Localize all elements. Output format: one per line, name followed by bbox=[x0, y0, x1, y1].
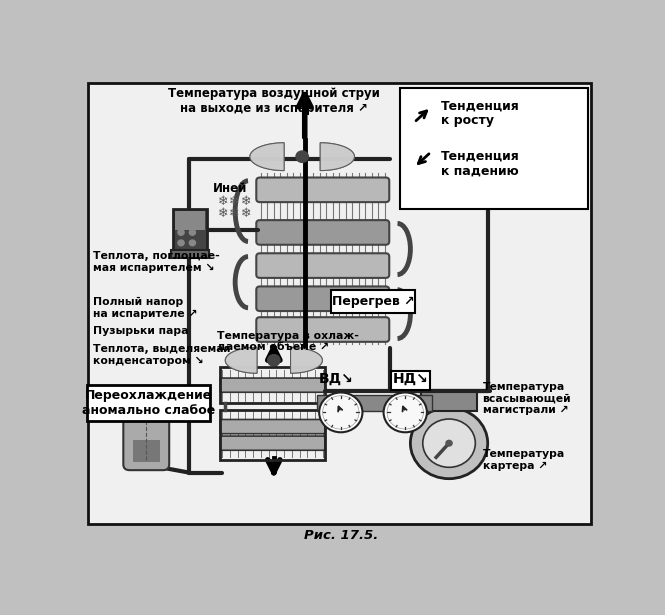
Polygon shape bbox=[291, 347, 323, 373]
Circle shape bbox=[190, 240, 196, 246]
Polygon shape bbox=[321, 143, 354, 170]
FancyBboxPatch shape bbox=[220, 378, 325, 392]
FancyBboxPatch shape bbox=[220, 419, 325, 434]
Polygon shape bbox=[250, 143, 284, 170]
Text: Иней: Иней bbox=[213, 181, 247, 194]
Text: ВД↘: ВД↘ bbox=[319, 371, 353, 385]
FancyBboxPatch shape bbox=[256, 287, 389, 311]
Text: Полный напор
на испарителе ↗: Полный напор на испарителе ↗ bbox=[93, 297, 198, 319]
Circle shape bbox=[446, 440, 452, 446]
Circle shape bbox=[178, 219, 184, 225]
FancyBboxPatch shape bbox=[256, 253, 389, 278]
FancyBboxPatch shape bbox=[88, 83, 591, 524]
Circle shape bbox=[190, 229, 196, 236]
Circle shape bbox=[384, 392, 427, 432]
FancyBboxPatch shape bbox=[331, 290, 415, 314]
Text: Тенденция
к росту: Тенденция к росту bbox=[442, 99, 520, 127]
FancyBboxPatch shape bbox=[174, 208, 207, 252]
Polygon shape bbox=[225, 347, 257, 373]
FancyBboxPatch shape bbox=[87, 386, 210, 421]
FancyBboxPatch shape bbox=[256, 178, 389, 202]
FancyBboxPatch shape bbox=[176, 211, 205, 230]
Text: Пузырьки пара: Пузырьки пара bbox=[93, 326, 189, 336]
Text: Рис. 17.5.: Рис. 17.5. bbox=[304, 529, 378, 542]
FancyBboxPatch shape bbox=[421, 392, 477, 411]
Circle shape bbox=[423, 419, 475, 467]
Text: ❄: ❄ bbox=[229, 195, 240, 208]
Circle shape bbox=[267, 355, 280, 366]
FancyBboxPatch shape bbox=[123, 397, 169, 470]
FancyBboxPatch shape bbox=[171, 250, 209, 258]
Circle shape bbox=[410, 408, 487, 478]
Text: Температура
картера ↗: Температура картера ↗ bbox=[483, 449, 565, 470]
FancyBboxPatch shape bbox=[391, 371, 430, 390]
Polygon shape bbox=[291, 347, 323, 373]
Text: Переохлаждение
аномально слабое: Переохлаждение аномально слабое bbox=[82, 389, 215, 418]
Circle shape bbox=[323, 395, 359, 429]
Circle shape bbox=[190, 219, 196, 225]
FancyBboxPatch shape bbox=[400, 88, 589, 208]
Text: Температура
всасывающей
магистрали ↗: Температура всасывающей магистрали ↗ bbox=[483, 381, 571, 415]
Circle shape bbox=[178, 240, 184, 246]
Text: Перегрев ↗: Перегрев ↗ bbox=[332, 295, 414, 308]
Text: ❄: ❄ bbox=[218, 195, 229, 208]
Circle shape bbox=[319, 392, 362, 432]
Text: НД↘: НД↘ bbox=[392, 371, 428, 385]
Text: ❄: ❄ bbox=[241, 207, 251, 220]
Polygon shape bbox=[321, 143, 354, 170]
Text: Температура в охлаж-
даемом объеме ↗: Температура в охлаж- даемом объеме ↗ bbox=[217, 330, 359, 352]
FancyBboxPatch shape bbox=[256, 220, 389, 245]
Circle shape bbox=[387, 395, 424, 429]
Text: Теплота, выделяемая
конденсатором ↘: Теплота, выделяемая конденсатором ↘ bbox=[93, 344, 231, 366]
Text: Теплота, поглощае-
мая испарителем ↘: Теплота, поглощае- мая испарителем ↘ bbox=[93, 252, 220, 273]
FancyBboxPatch shape bbox=[220, 436, 325, 450]
Polygon shape bbox=[225, 347, 257, 373]
Text: Температура воздушной струи
на выходе из испарителя ↗: Температура воздушной струи на выходе из… bbox=[168, 87, 380, 115]
Text: ❄: ❄ bbox=[218, 207, 229, 220]
Circle shape bbox=[296, 151, 309, 162]
Text: Тенденция
к падению: Тенденция к падению bbox=[442, 150, 520, 178]
Circle shape bbox=[178, 229, 184, 236]
Text: ❄: ❄ bbox=[229, 207, 240, 220]
Text: ❄: ❄ bbox=[241, 195, 251, 208]
FancyBboxPatch shape bbox=[256, 317, 389, 342]
Bar bbox=[132, 440, 160, 462]
Polygon shape bbox=[250, 143, 284, 170]
FancyBboxPatch shape bbox=[317, 395, 432, 411]
